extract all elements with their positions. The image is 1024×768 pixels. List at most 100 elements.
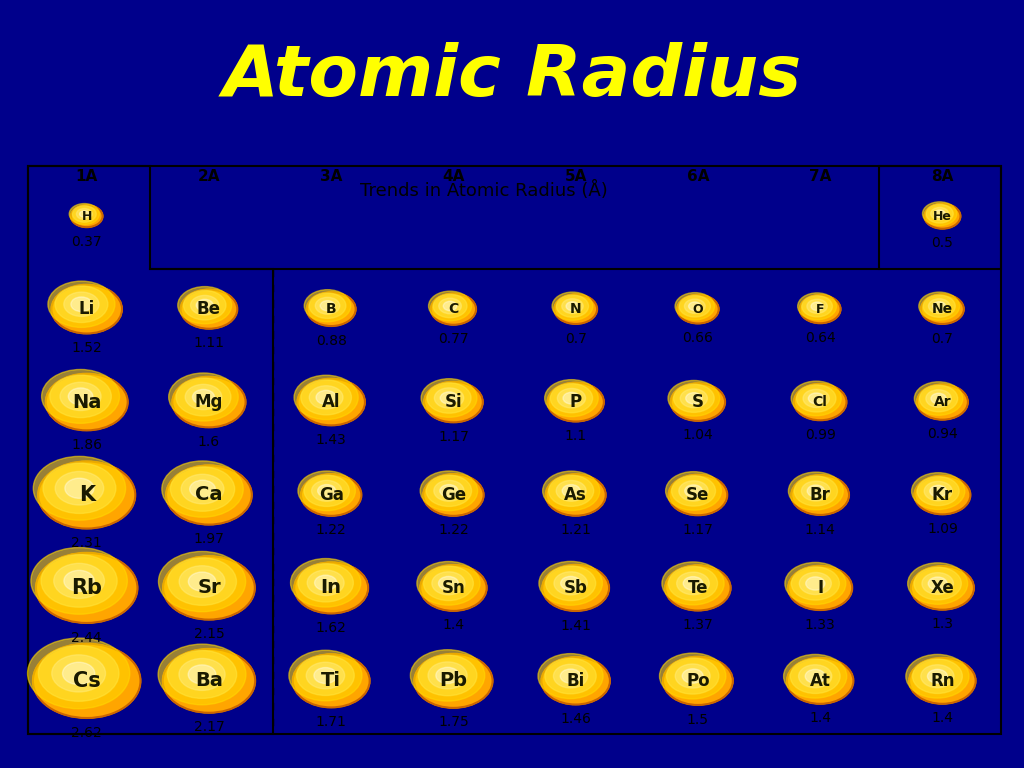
Circle shape <box>566 302 579 310</box>
Text: 0.94: 0.94 <box>927 427 957 442</box>
Circle shape <box>562 485 581 497</box>
Circle shape <box>71 297 92 312</box>
Circle shape <box>666 565 731 611</box>
Circle shape <box>309 293 346 319</box>
Text: 0.7: 0.7 <box>565 332 587 346</box>
Circle shape <box>417 561 480 605</box>
Text: Ca: Ca <box>196 485 222 505</box>
Text: Ne: Ne <box>932 302 953 316</box>
Circle shape <box>685 485 702 497</box>
Circle shape <box>910 566 974 610</box>
Text: 1.1: 1.1 <box>564 429 587 443</box>
Text: 1.4: 1.4 <box>809 711 831 726</box>
Circle shape <box>427 382 471 413</box>
Bar <box>879 167 1001 270</box>
Text: 1.43: 1.43 <box>315 433 346 447</box>
Circle shape <box>557 389 586 408</box>
Circle shape <box>431 293 476 325</box>
Text: 0.5: 0.5 <box>932 237 953 250</box>
Circle shape <box>931 393 946 404</box>
Circle shape <box>792 567 840 600</box>
Text: Al: Al <box>322 393 340 411</box>
Text: Na: Na <box>72 392 101 412</box>
Circle shape <box>788 472 843 510</box>
Circle shape <box>800 572 831 594</box>
Circle shape <box>923 202 956 226</box>
Circle shape <box>167 650 237 698</box>
Text: 1.3: 1.3 <box>932 617 953 631</box>
Circle shape <box>168 558 237 605</box>
Text: N: N <box>570 302 582 316</box>
Circle shape <box>925 204 961 229</box>
Circle shape <box>423 474 483 516</box>
Circle shape <box>434 480 464 502</box>
Circle shape <box>926 389 951 407</box>
Circle shape <box>421 379 477 417</box>
Circle shape <box>931 207 948 220</box>
Circle shape <box>792 475 849 515</box>
Text: 0.7: 0.7 <box>932 332 953 346</box>
Circle shape <box>909 658 976 703</box>
Text: Rb: Rb <box>72 578 102 598</box>
Text: S: S <box>692 393 703 411</box>
Circle shape <box>675 664 710 688</box>
Circle shape <box>677 295 719 323</box>
Circle shape <box>159 551 246 611</box>
Circle shape <box>48 281 115 327</box>
Text: Cs: Cs <box>73 670 100 691</box>
Circle shape <box>811 302 823 310</box>
Text: Li: Li <box>79 300 95 318</box>
Circle shape <box>51 285 122 333</box>
Text: 5A: 5A <box>564 169 587 184</box>
Text: 1.41: 1.41 <box>560 618 591 633</box>
Text: 0.88: 0.88 <box>315 333 347 348</box>
Text: At: At <box>810 672 830 690</box>
Circle shape <box>662 562 724 605</box>
Circle shape <box>675 293 715 320</box>
Text: Ba: Ba <box>195 671 223 690</box>
Circle shape <box>180 290 238 329</box>
Circle shape <box>438 577 459 590</box>
Circle shape <box>183 290 226 320</box>
Circle shape <box>672 475 716 506</box>
Circle shape <box>934 210 945 217</box>
Text: 1.17: 1.17 <box>682 523 714 537</box>
Circle shape <box>560 669 581 684</box>
Circle shape <box>73 206 96 222</box>
Text: Sr: Sr <box>198 578 221 598</box>
Circle shape <box>293 654 370 707</box>
Text: Ar: Ar <box>934 395 951 409</box>
Circle shape <box>63 571 94 591</box>
Circle shape <box>542 657 610 704</box>
Circle shape <box>190 296 219 315</box>
Circle shape <box>674 384 714 412</box>
Circle shape <box>38 646 119 701</box>
Circle shape <box>179 566 225 598</box>
Circle shape <box>562 299 584 313</box>
Circle shape <box>538 654 603 699</box>
Circle shape <box>294 376 358 419</box>
Circle shape <box>554 294 597 324</box>
Text: 1.46: 1.46 <box>560 712 591 726</box>
Circle shape <box>798 293 837 319</box>
Text: 0.37: 0.37 <box>72 235 102 249</box>
Circle shape <box>188 572 216 591</box>
Circle shape <box>309 386 343 409</box>
Text: 1.75: 1.75 <box>438 716 469 730</box>
Circle shape <box>443 301 457 311</box>
Circle shape <box>795 476 838 506</box>
Circle shape <box>185 384 222 409</box>
Circle shape <box>80 210 89 217</box>
Circle shape <box>28 638 130 709</box>
Text: C: C <box>449 302 459 316</box>
Circle shape <box>677 572 710 594</box>
Text: 0.66: 0.66 <box>682 331 714 345</box>
Circle shape <box>922 573 953 594</box>
Text: Cl: Cl <box>813 395 827 409</box>
Circle shape <box>50 375 112 418</box>
Text: Kr: Kr <box>932 486 953 504</box>
Circle shape <box>543 471 600 511</box>
Text: 2.44: 2.44 <box>72 631 102 644</box>
Circle shape <box>424 566 473 601</box>
Text: 1.86: 1.86 <box>72 438 102 452</box>
